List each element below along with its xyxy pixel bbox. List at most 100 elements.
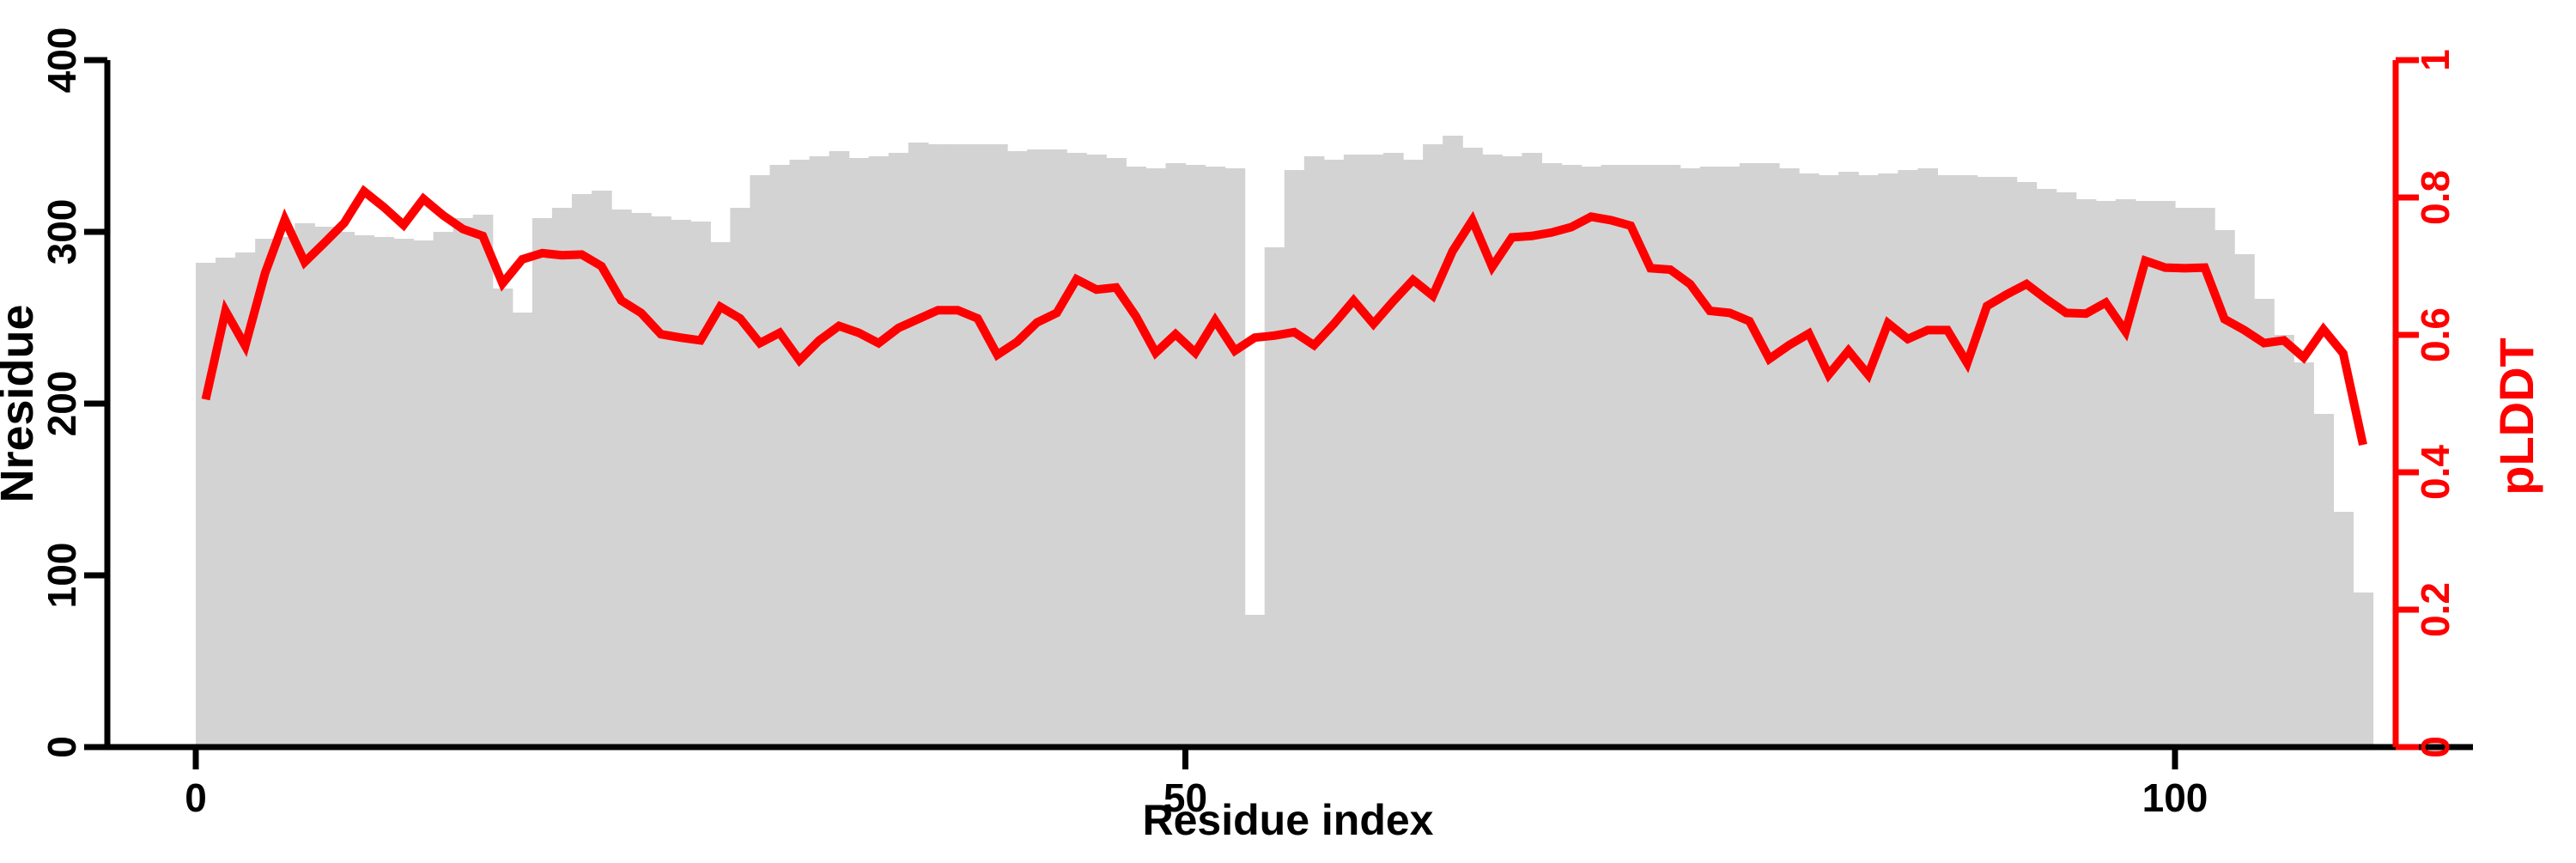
bar-residue-99	[2154, 201, 2176, 747]
bar-residue-88	[1937, 175, 1959, 747]
bar-residue-34	[868, 156, 890, 747]
bar-residue-105	[2274, 335, 2294, 747]
bar-residue-24	[671, 220, 691, 747]
bar-residue-57	[1323, 160, 1345, 747]
bar-residue-48	[1145, 168, 1167, 747]
right-axis-tick-label: 0.2	[2413, 582, 2458, 637]
bar-residue-6	[314, 227, 335, 747]
left-axis-tick-label: 100	[39, 543, 84, 609]
right-axis-tick-label: 0	[2413, 736, 2458, 758]
left-axis-tick-label: 0	[39, 736, 84, 758]
bar-residue-43	[1047, 149, 1067, 747]
x-axis-tick-label: 100	[2142, 775, 2208, 820]
bar-residue-72	[1620, 165, 1642, 747]
bar-residue-56	[1303, 156, 1325, 747]
bar-residue-17	[532, 218, 553, 747]
bar-residue-69	[1561, 165, 1583, 747]
bar-residue-103	[2234, 254, 2255, 747]
bar-residue-0	[196, 263, 216, 747]
bar-residue-77	[1719, 167, 1741, 747]
bar-residue-37	[927, 144, 949, 747]
bar-residue-101	[2195, 208, 2215, 747]
bar-residue-62	[1423, 144, 1443, 747]
bar-residue-3	[255, 239, 276, 747]
bar-residue-74	[1660, 165, 1681, 747]
plddt-line	[201, 185, 2367, 447]
bar-residue-25	[690, 222, 711, 747]
bar-residue-27	[730, 208, 750, 747]
bar-residue-18	[551, 208, 573, 747]
bar-residue-39	[967, 144, 988, 747]
bar-residue-67	[1522, 153, 1542, 747]
right-axis-tick-label: 0.6	[2413, 307, 2458, 362]
bar-residue-32	[829, 151, 850, 747]
bar-residue-15	[492, 289, 513, 747]
bar-residue-104	[2254, 299, 2275, 747]
right-axis-tick-label: 1	[2413, 49, 2458, 71]
bar-residue-96	[2095, 201, 2117, 747]
bar-residue-71	[1601, 165, 1622, 747]
bar-residue-10	[393, 239, 415, 747]
bar-residue-66	[1502, 156, 1522, 747]
bar-residue-102	[2215, 230, 2235, 747]
bar-residue-20	[592, 191, 612, 747]
bar-residue-80	[1779, 168, 1800, 747]
bar-residue-4	[275, 237, 295, 747]
bar-residue-81	[1799, 173, 1820, 747]
bar-residue-87	[1917, 168, 1938, 747]
bar-residue-30	[789, 160, 811, 747]
bar-residue-16	[512, 313, 533, 747]
bar-residue-40	[987, 144, 1008, 747]
x-axis-tick-label: 50	[1163, 775, 1207, 820]
bar-residue-13	[453, 218, 474, 747]
bar-residue-78	[1739, 163, 1760, 747]
bar-residue-109	[2353, 593, 2374, 747]
bar-residue-70	[1581, 167, 1602, 747]
bar-residue-12	[433, 232, 454, 747]
bar-residue-86	[1898, 170, 1918, 747]
bar-residue-33	[848, 158, 870, 747]
bar-residue-107	[2313, 414, 2334, 747]
bar-residue-79	[1759, 163, 1780, 747]
bar-residue-44	[1066, 153, 1087, 747]
bar-residue-58	[1343, 155, 1364, 747]
bar-residue-22	[631, 213, 652, 747]
bar-residue-9	[374, 237, 395, 747]
bar-residue-29	[769, 165, 791, 747]
bar-residue-54	[1264, 247, 1285, 747]
bar-residue-60	[1383, 153, 1404, 747]
bar-residue-59	[1363, 155, 1384, 747]
bar-residue-73	[1640, 165, 1662, 747]
left-axis-title: Nresidue	[0, 304, 43, 502]
bar-residue-89	[1957, 175, 1978, 747]
bar-residue-52	[1224, 168, 1246, 747]
right-axis-tick-label: 0.8	[2413, 170, 2458, 225]
bar-residue-11	[413, 240, 434, 747]
left-axis-tick-label: 200	[39, 371, 84, 437]
bar-residue-108	[2333, 512, 2354, 747]
bar-residue-83	[1838, 172, 1859, 747]
right-axis-title: pLDDT	[2489, 337, 2543, 495]
left-axis-tick-label: 300	[39, 199, 84, 265]
bar-residue-26	[710, 242, 731, 747]
bar-residue-45	[1086, 155, 1107, 747]
bar-residue-41	[1007, 151, 1028, 747]
bar-residue-21	[611, 210, 632, 747]
bar-residue-84	[1858, 175, 1879, 747]
bar-residue-5	[295, 223, 315, 747]
bar-residue-90	[1977, 177, 1998, 747]
bar-residue-42	[1027, 149, 1048, 747]
bar-residue-55	[1284, 170, 1305, 747]
bar-residue-93	[2036, 189, 2057, 747]
bar-residue-106	[2293, 362, 2314, 747]
left-axis-tick-label: 400	[39, 27, 84, 94]
bar-residue-82	[1819, 175, 1839, 747]
bar-residue-1	[216, 258, 236, 747]
x-axis-title: Residue index	[1143, 796, 1434, 844]
bar-residue-14	[472, 215, 494, 747]
bar-residue-36	[908, 143, 929, 747]
right-axis-tick-label: 0.4	[2413, 445, 2458, 500]
bar-residue-50	[1185, 165, 1206, 747]
bar-residue-7	[334, 232, 355, 747]
